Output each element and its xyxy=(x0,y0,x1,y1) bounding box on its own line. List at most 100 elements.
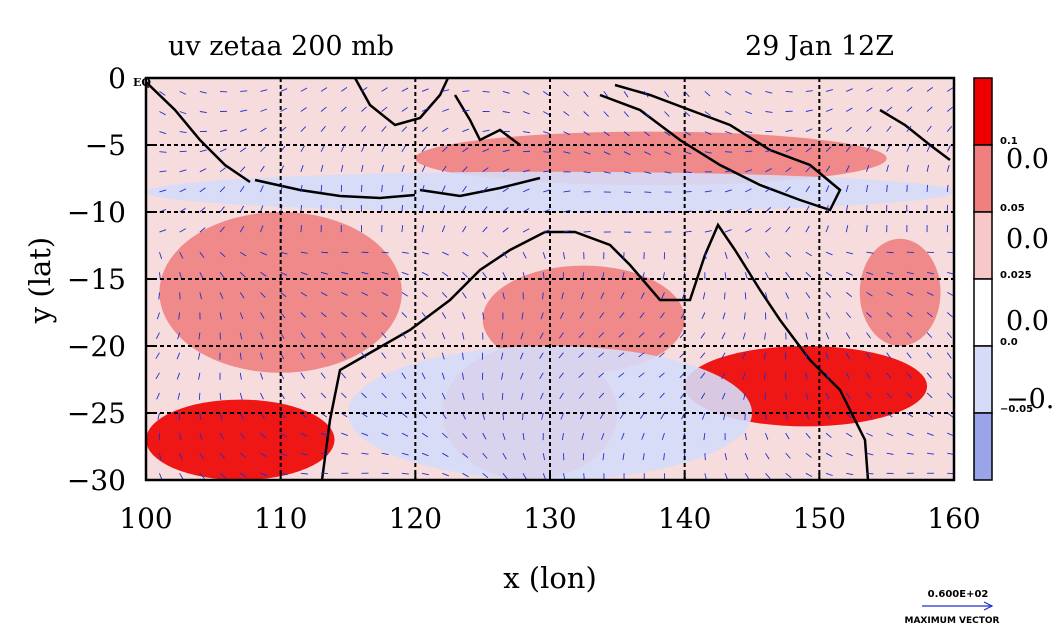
wind-vector xyxy=(540,312,544,320)
wind-vector xyxy=(579,312,585,319)
wind-vector xyxy=(381,332,387,339)
wind-vector xyxy=(219,148,227,153)
wind-vector xyxy=(320,452,329,455)
y-tick-label: −10 xyxy=(67,196,126,229)
wind-vector xyxy=(280,472,288,476)
wind-vector xyxy=(482,186,488,193)
wind-vector xyxy=(947,412,954,418)
wind-vector xyxy=(618,332,625,338)
wind-vector xyxy=(341,452,349,455)
wind-vector xyxy=(825,146,832,153)
wind-vector xyxy=(765,168,772,173)
wind-vector xyxy=(563,151,571,154)
wind-vector xyxy=(442,472,449,477)
colorbar-side-label: 0.0 xyxy=(1006,224,1049,255)
wind-vector xyxy=(926,145,931,152)
wind-vector xyxy=(260,332,264,340)
wind-vector xyxy=(155,332,160,340)
wind-vector xyxy=(179,150,187,153)
wind-vector xyxy=(280,452,288,457)
wind-vector xyxy=(744,473,750,480)
wind-vector xyxy=(543,131,551,135)
wind-vector xyxy=(580,292,585,300)
wind-vector xyxy=(725,151,733,153)
wind-vector xyxy=(742,352,746,360)
wind-vector xyxy=(340,312,348,318)
wind-vector xyxy=(598,372,605,378)
wind-vector xyxy=(785,292,790,299)
wind-vector xyxy=(179,188,187,193)
wind-vector xyxy=(240,147,247,153)
wind-vector xyxy=(745,207,752,213)
wind-vector xyxy=(401,225,404,233)
wind-vector xyxy=(421,271,429,276)
colorbar-swatch xyxy=(973,77,993,146)
wind-vector xyxy=(906,372,912,379)
wind-vector xyxy=(724,292,726,300)
wind-vector xyxy=(946,312,953,318)
wind-vector xyxy=(722,312,726,320)
wind-vector xyxy=(603,111,609,117)
wind-vector xyxy=(159,189,167,193)
wind-vector xyxy=(866,452,874,456)
wind-vector xyxy=(659,392,665,399)
wind-vector xyxy=(623,111,629,118)
wind-vector xyxy=(618,352,625,358)
wind-vector xyxy=(601,432,605,440)
wind-vector xyxy=(361,145,365,152)
y-tick-label: −25 xyxy=(67,397,126,430)
wind-vector xyxy=(805,271,812,278)
wind-vector xyxy=(421,165,426,172)
wind-vector xyxy=(886,251,894,254)
wind-vector xyxy=(805,452,812,458)
wind-vector xyxy=(260,127,267,132)
wind-vector xyxy=(906,291,914,296)
wind-vector xyxy=(765,473,771,479)
wind-vector xyxy=(177,392,181,400)
wind-vector xyxy=(421,452,429,457)
wind-vector xyxy=(563,230,571,233)
wind-vector xyxy=(846,271,853,276)
wind-vector xyxy=(300,332,306,339)
wind-vector xyxy=(441,185,446,193)
wind-vector xyxy=(658,352,665,358)
wind-vector xyxy=(462,452,469,458)
wind-vector xyxy=(482,452,488,459)
grid-lines xyxy=(146,78,954,480)
wind-vector xyxy=(926,106,933,112)
wind-vector xyxy=(300,432,308,437)
wind-vector xyxy=(560,412,564,420)
wind-vector xyxy=(320,372,326,379)
wind-vector xyxy=(421,88,429,92)
wind-vector xyxy=(442,271,449,277)
wind-vector xyxy=(462,147,469,153)
wind-vector xyxy=(522,473,527,480)
wind-vector xyxy=(520,332,524,340)
wind-vector xyxy=(401,352,406,359)
wind-vector xyxy=(765,432,769,440)
wind-vector xyxy=(340,332,347,339)
wind-vector xyxy=(681,292,686,300)
wind-vector xyxy=(785,167,792,173)
wind-vector xyxy=(280,88,288,92)
vector-legend: 0.600E+02 MAXIMUM VECTOR xyxy=(904,589,999,626)
wind-vector xyxy=(639,312,645,319)
wind-vector xyxy=(866,165,870,172)
wind-vector xyxy=(462,205,467,213)
wind-vector xyxy=(361,452,369,455)
wind-vector xyxy=(805,128,813,133)
wind-vector xyxy=(638,352,645,358)
wind-vector xyxy=(441,225,446,233)
wind-vector xyxy=(239,166,246,173)
wind-vector xyxy=(421,472,429,476)
wind-vector xyxy=(381,184,383,192)
wind-vector xyxy=(539,332,544,340)
lesser-sunda-coast xyxy=(419,176,541,198)
wind-vector xyxy=(381,164,384,172)
wind-vector xyxy=(825,312,831,319)
colorbar-swatch xyxy=(973,278,993,347)
wind-vector xyxy=(805,147,812,153)
wind-vector xyxy=(421,432,429,438)
wind-vector xyxy=(179,433,182,441)
wind-vector xyxy=(581,432,585,440)
